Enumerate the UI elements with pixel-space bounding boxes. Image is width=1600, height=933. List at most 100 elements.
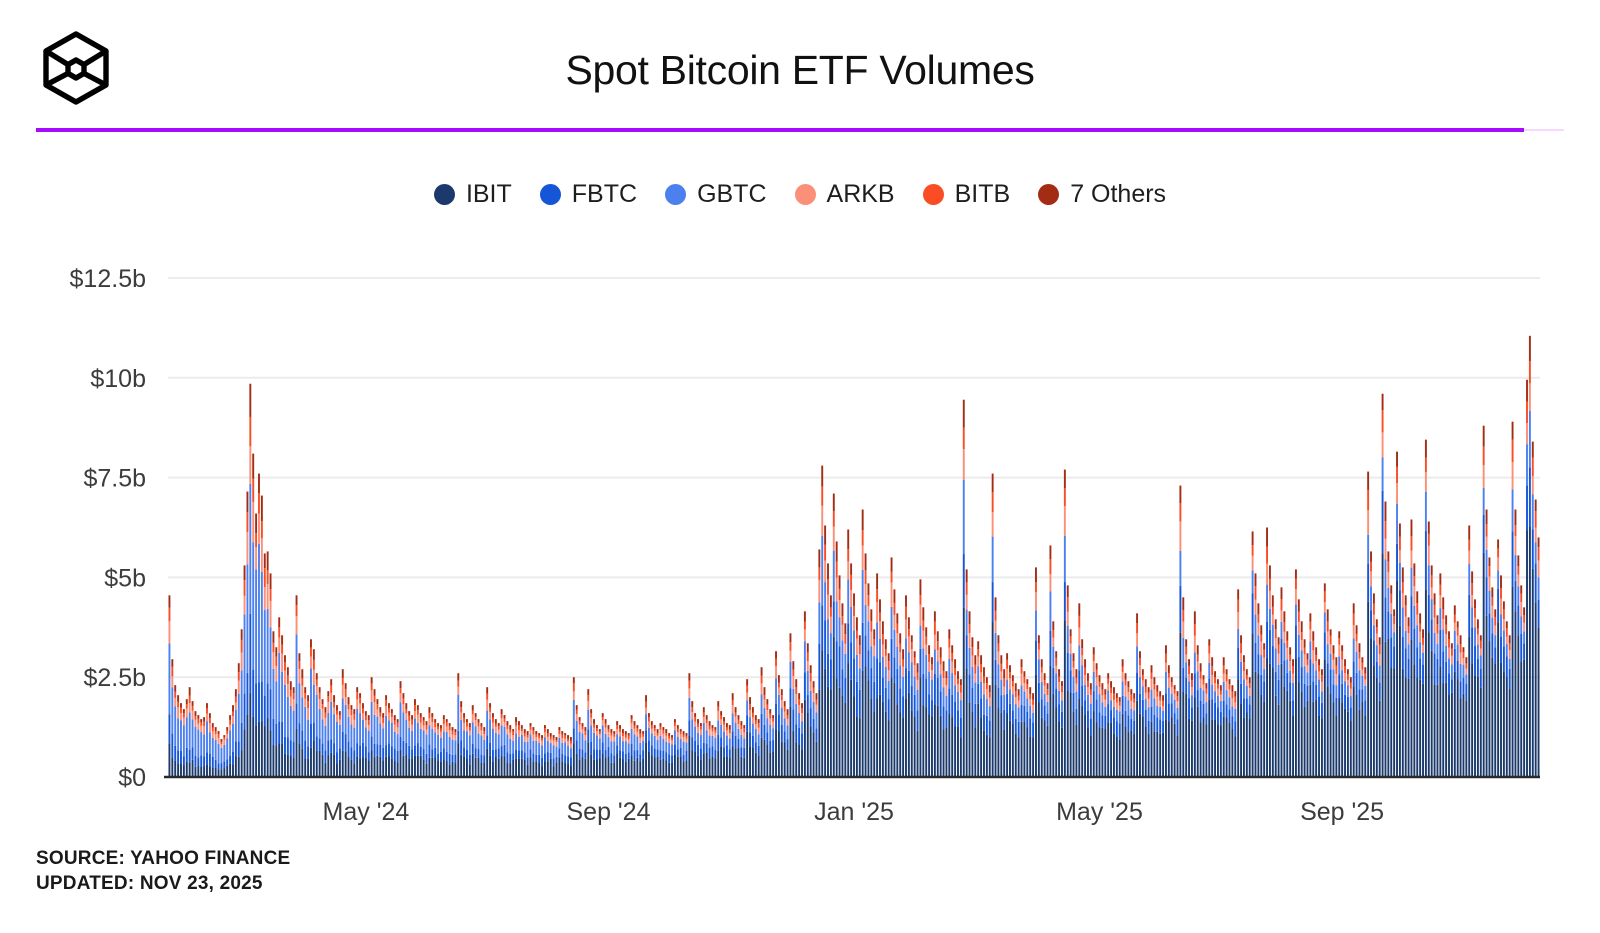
legend-item-7-others[interactable]: 7 Others	[1038, 182, 1166, 207]
bar-segment	[1274, 648, 1277, 672]
bar-segment	[1037, 682, 1040, 703]
bar-segment	[512, 735, 515, 741]
legend-item-fbtc[interactable]: FBTC	[539, 182, 637, 207]
bar-segment	[1063, 506, 1066, 537]
bar-segment	[1266, 584, 1268, 622]
bar-segment	[180, 763, 182, 777]
bar-segment	[1245, 712, 1248, 777]
bar-segment	[515, 717, 518, 723]
bar-segment	[1144, 686, 1147, 693]
bar-segment	[959, 692, 962, 701]
bar-segment	[1023, 671, 1026, 677]
bar-segment	[812, 718, 815, 733]
bar-segment	[1165, 719, 1167, 777]
bar-segment	[974, 727, 977, 777]
bar-segment	[188, 695, 191, 704]
bar-segment	[1280, 663, 1283, 777]
bar-segment	[1453, 605, 1456, 615]
bar-segment	[988, 697, 991, 707]
legend-swatch-icon	[665, 184, 687, 205]
bar-segment	[552, 737, 555, 741]
bar-segment	[388, 743, 390, 757]
legend-item-arkb[interactable]: ARKB	[794, 182, 895, 207]
bar-segment	[1523, 615, 1526, 623]
bar-segment	[1433, 684, 1436, 777]
bar-segment	[699, 734, 702, 749]
bar-segment	[841, 669, 844, 696]
bar-segment	[1266, 546, 1268, 564]
bar-segment	[679, 731, 682, 735]
bar-segment	[281, 743, 284, 777]
bar-segment	[1514, 555, 1517, 581]
bar-segment	[893, 682, 896, 777]
bar-segment	[494, 726, 497, 733]
bar-segment	[1433, 633, 1436, 654]
bar-segment	[821, 536, 824, 606]
bar-segment	[214, 731, 217, 735]
bar-segment	[1494, 609, 1497, 617]
bar-segment	[997, 707, 1000, 777]
bar-segment	[1413, 628, 1416, 665]
bar-segment	[246, 715, 249, 777]
bar-segment	[1165, 653, 1167, 663]
bar-segment	[506, 752, 509, 763]
legend-item-ibit[interactable]: IBIT	[433, 182, 512, 207]
bar-segment	[350, 759, 353, 777]
legend-item-bitb[interactable]: BITB	[922, 182, 1010, 207]
bar-segment	[864, 553, 867, 570]
bar-segment	[1292, 673, 1294, 684]
bar-segment	[1075, 724, 1078, 777]
bar-segment	[714, 758, 717, 777]
bar-segment	[1294, 578, 1297, 590]
bar-segment	[451, 727, 454, 731]
bar-segment	[255, 513, 258, 534]
bar-segment	[1014, 691, 1017, 698]
bar-segment	[578, 724, 581, 732]
bar-segment	[876, 602, 879, 623]
bar-segment	[367, 752, 370, 761]
bar-segment	[168, 607, 171, 622]
bar-segment	[437, 754, 440, 761]
bar-segment	[919, 648, 922, 678]
bar-segment	[275, 724, 278, 747]
bar-segment	[1147, 687, 1150, 693]
bar-segment	[1318, 715, 1320, 777]
bar-segment	[1190, 720, 1193, 777]
bar-segment	[988, 737, 991, 777]
bar-segment	[855, 630, 858, 639]
bar-segment	[1037, 649, 1040, 660]
bar-segment	[1439, 573, 1442, 585]
bar-segment	[844, 634, 847, 644]
bar-segment	[590, 709, 593, 714]
bar-segment	[442, 759, 445, 777]
bar-segment	[1378, 637, 1381, 645]
bar-segment	[1251, 531, 1254, 546]
bar-segment	[416, 705, 419, 711]
bar-segment	[529, 729, 532, 735]
bar-segment	[1098, 675, 1101, 682]
bar-segment	[697, 719, 699, 724]
bar-segment	[333, 754, 336, 777]
bar-segment	[1537, 577, 1540, 600]
bar-segment	[601, 742, 604, 754]
bar-segment	[1344, 659, 1346, 667]
bar-segment	[310, 747, 312, 777]
bar-segment	[1240, 635, 1243, 644]
bar-segment	[639, 733, 642, 738]
bar-segment	[847, 549, 850, 562]
bar-segment	[1329, 629, 1332, 636]
bar-segment	[480, 726, 483, 731]
bar-segment	[1113, 717, 1115, 734]
bar-segment	[639, 729, 642, 734]
bar-segment	[512, 729, 515, 732]
bar-segment	[263, 726, 266, 777]
bar-segment	[211, 737, 214, 757]
bar-segment	[720, 719, 723, 725]
bar-segment	[1346, 669, 1349, 675]
bar-segment	[847, 579, 850, 624]
bar-segment	[1251, 570, 1254, 594]
bar-segment	[1150, 672, 1153, 679]
legend-item-gbtc[interactable]: GBTC	[665, 182, 767, 207]
bar-segment	[957, 684, 959, 692]
bar-segment	[1066, 611, 1069, 626]
